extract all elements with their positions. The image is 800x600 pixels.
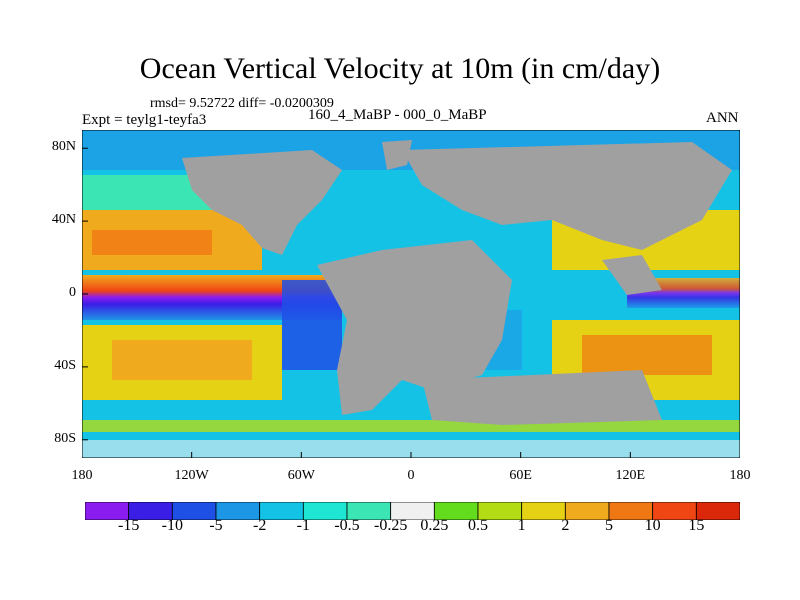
- y-tick-label: 40S: [54, 357, 76, 373]
- experiment-label: Expt = teylg1-teyfa3: [82, 112, 207, 128]
- x-tick-label: 60E: [509, 468, 532, 483]
- y-tick-label: 80S: [54, 430, 76, 446]
- colorbar-label: -5: [209, 517, 223, 534]
- velocity-map: [82, 130, 740, 458]
- colorbar-label: 10: [644, 517, 661, 534]
- map-panel: [82, 130, 740, 458]
- colorbar-label: -15: [117, 517, 140, 534]
- y-tick-label: 0: [69, 285, 76, 300]
- colorbar-label: 5: [605, 517, 613, 534]
- x-tick-label: 180: [71, 468, 93, 483]
- axis-ticks: [82, 147, 740, 458]
- x-tick-label: 0: [407, 468, 415, 483]
- stats-label: rmsd= 9.52722 diff= -0.0200309: [150, 96, 334, 111]
- x-tick-label: 180: [729, 468, 751, 483]
- x-tick-label: 60W: [287, 468, 315, 483]
- colorbar-label: -0.5: [334, 517, 360, 534]
- y-tick-label: 40N: [51, 212, 76, 228]
- colorbar-label: 2: [561, 517, 570, 534]
- colorbar-label: 0.25: [420, 517, 449, 534]
- colorbar-label: -1: [296, 517, 310, 534]
- colorbar-label: -2: [252, 517, 267, 534]
- colorbar-label: -0.25: [373, 517, 408, 534]
- colorbar-label: 1: [517, 517, 526, 534]
- colorbar-label: -10: [161, 517, 183, 534]
- colorbar-label: 0.5: [468, 517, 488, 534]
- y-tick-label: 80N: [51, 139, 76, 155]
- colorbar: [84, 501, 741, 521]
- x-tick-label: 120W: [174, 468, 209, 483]
- x-tick-label: 120E: [615, 468, 646, 483]
- difference-label: 160_4_MaBP - 000_0_MaBP: [308, 107, 487, 123]
- map-title: Ocean Vertical Velocity at 10m (in cm/da…: [139, 52, 661, 85]
- colorbar-label: 15: [688, 517, 705, 534]
- land-mask: [182, 140, 732, 425]
- season-label: ANN: [706, 110, 739, 126]
